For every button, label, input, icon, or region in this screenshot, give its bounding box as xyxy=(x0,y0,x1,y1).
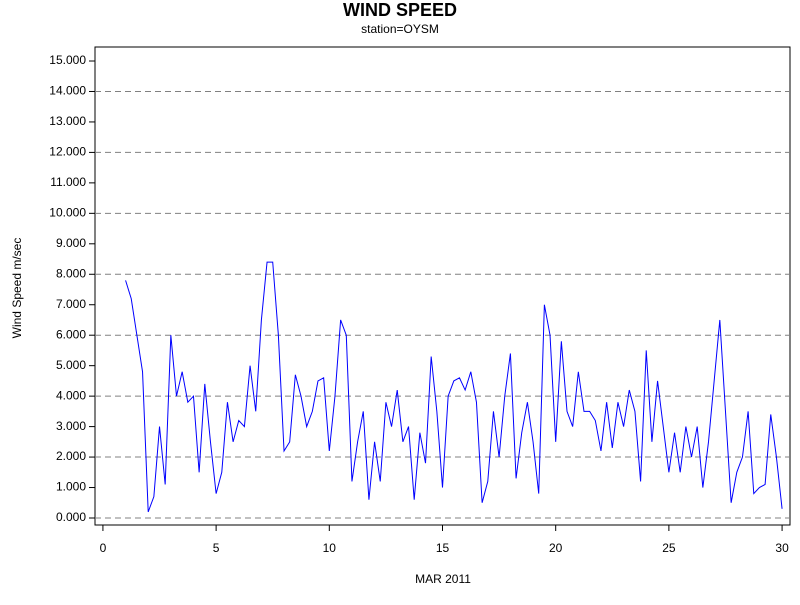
y-tick-label: 1.000 xyxy=(56,480,86,494)
x-tick-label: 0 xyxy=(100,541,107,555)
y-tick-label: 2.000 xyxy=(56,449,86,463)
x-tick-label: 5 xyxy=(213,541,220,555)
y-axis-label: Wind Speed m/sec xyxy=(10,238,24,339)
x-tick-label: 15 xyxy=(436,541,450,555)
y-tick-label: 10.000 xyxy=(49,206,86,220)
data-line xyxy=(125,261,783,513)
y-tick-label: 11.000 xyxy=(50,175,86,189)
y-tick-label: 15.000 xyxy=(49,53,86,67)
y-tick-label: 3.000 xyxy=(56,419,86,433)
chart-title: WIND SPEED xyxy=(343,0,457,20)
y-tick-label: 8.000 xyxy=(56,266,86,280)
x-tick-label: 20 xyxy=(549,541,563,555)
x-tick-label: 30 xyxy=(775,541,789,555)
x-tick-label: 10 xyxy=(323,541,337,555)
y-tick-label: 9.000 xyxy=(56,236,86,250)
y-tick-label: 4.000 xyxy=(56,388,86,402)
y-tick-label: 5.000 xyxy=(56,358,86,372)
y-tick-label: 0.000 xyxy=(56,510,86,524)
y-tick-label: 7.000 xyxy=(56,297,86,311)
y-tick-label: 13.000 xyxy=(49,114,86,128)
y-tick-label: 6.000 xyxy=(56,327,86,341)
y-tick-label: 14.000 xyxy=(49,84,86,98)
y-tick-label: 12.000 xyxy=(49,145,86,159)
x-tick-label: 25 xyxy=(662,541,676,555)
x-axis-label: MAR 2011 xyxy=(415,572,471,586)
chart-subtitle: station=OYSM xyxy=(361,22,439,36)
